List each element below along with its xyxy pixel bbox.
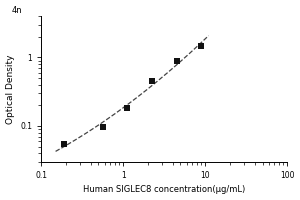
- Point: [125, 106, 130, 109]
- Point: [150, 79, 154, 82]
- Point: [61, 143, 66, 146]
- Point: [174, 60, 179, 63]
- Text: 4n: 4n: [12, 6, 22, 15]
- Y-axis label: Optical Density: Optical Density: [6, 54, 15, 124]
- Point: [100, 125, 105, 129]
- Point: [199, 44, 204, 48]
- X-axis label: Human SIGLEC8 concentration(μg/mL): Human SIGLEC8 concentration(μg/mL): [83, 185, 245, 194]
